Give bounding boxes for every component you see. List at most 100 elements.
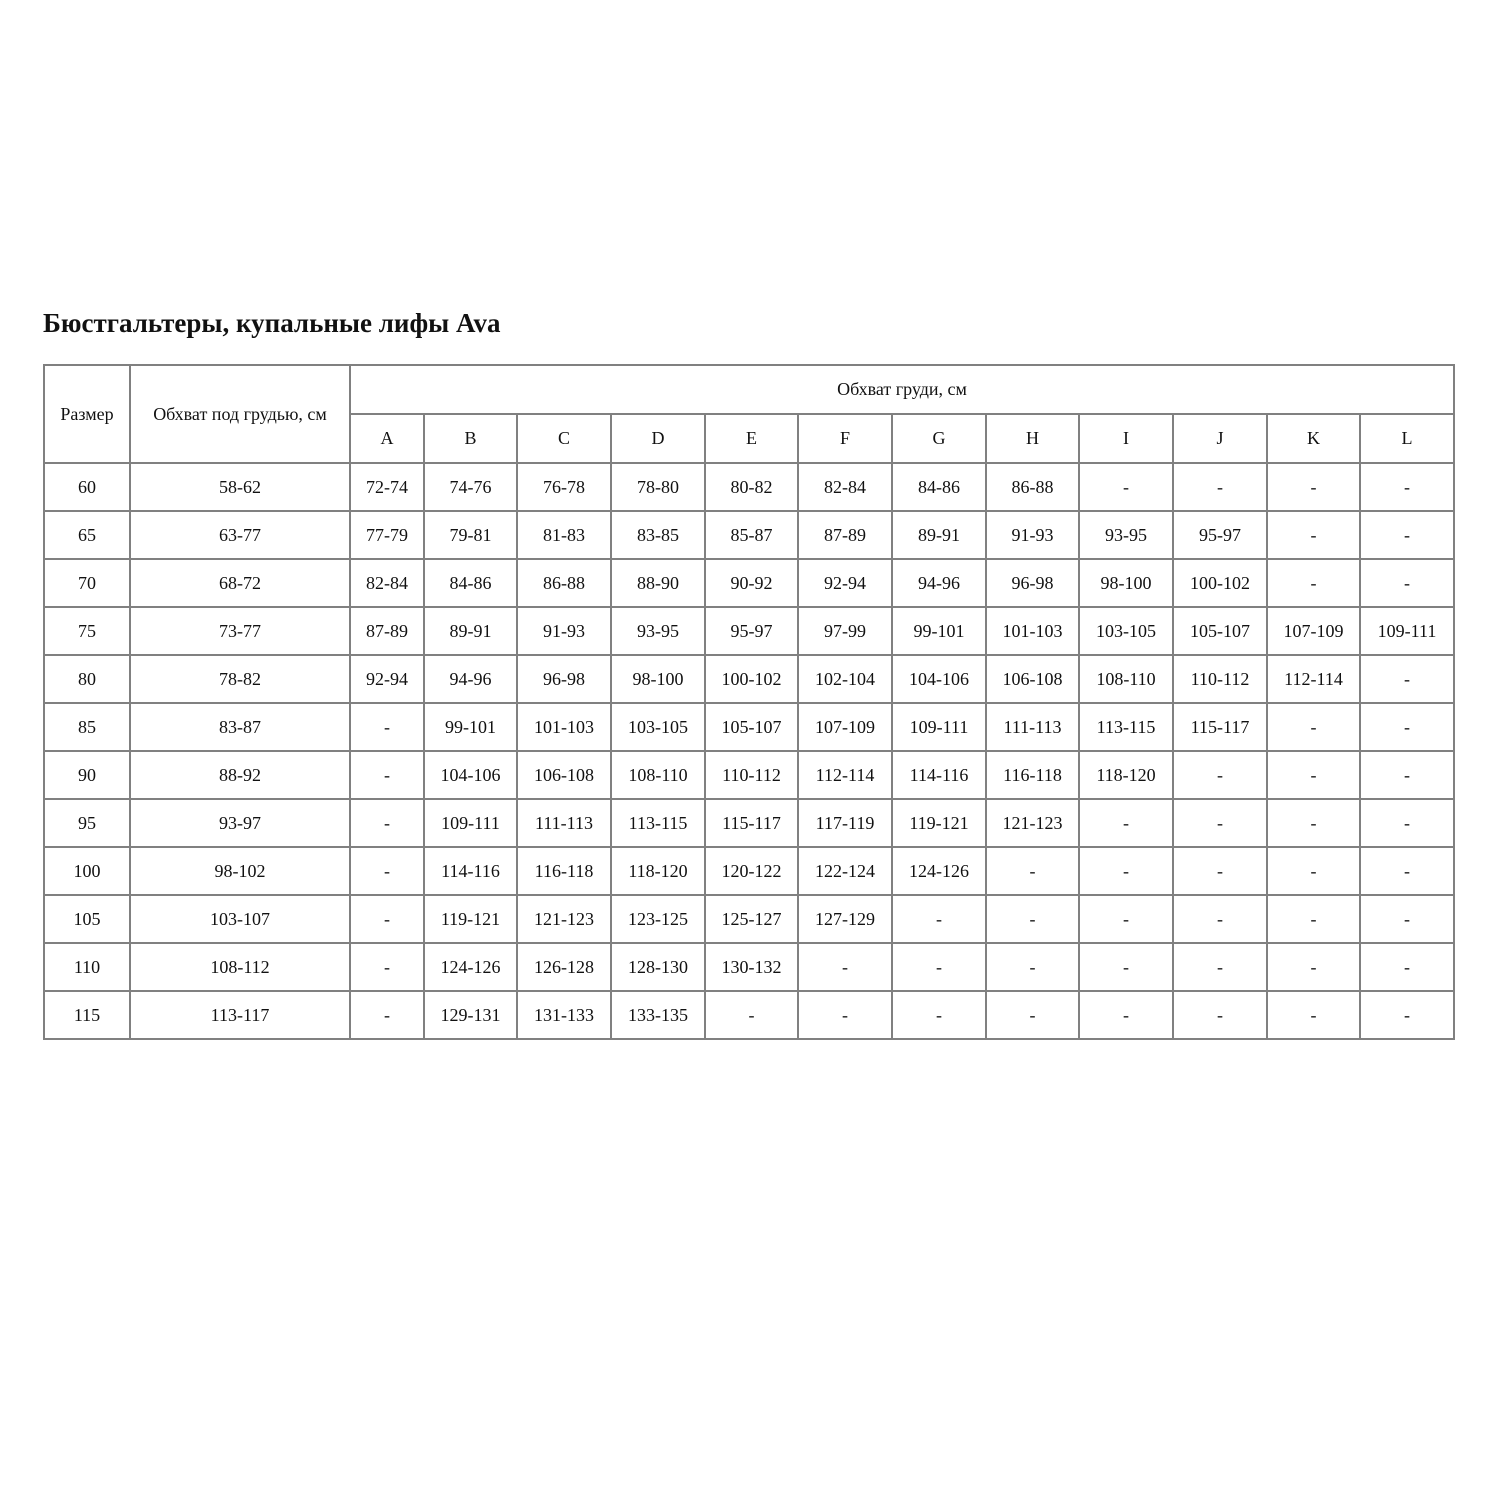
bust-cell: 108-110 bbox=[1078, 654, 1174, 704]
bust-cell: 93-95 bbox=[610, 606, 706, 656]
bust-cell: - bbox=[1266, 702, 1361, 752]
table-row: 65 63-77 77-79 79-81 81-83 83-85 85-87 87-89 89-… bbox=[43, 510, 1455, 560]
bust-cell: - bbox=[891, 894, 987, 944]
size-cell: 95 bbox=[43, 798, 131, 848]
bust-cell: 130-132 bbox=[704, 942, 799, 992]
bust-cell: - bbox=[704, 990, 799, 1040]
underbust-cell: 73-77 bbox=[129, 606, 351, 656]
size-cell: 60 bbox=[43, 462, 131, 512]
bust-cell: - bbox=[349, 894, 425, 944]
table-row: 60 58-62 72-74 74-76 76-78 78-80 80-82 82-84 84-… bbox=[43, 462, 1455, 512]
bust-cell: - bbox=[1266, 990, 1361, 1040]
bust-cell: - bbox=[1172, 462, 1268, 512]
table-row: 115 113-117-129-131 131-133 133-135- - - - - - - - bbox=[43, 990, 1455, 1040]
bust-cell: 106-108 bbox=[985, 654, 1080, 704]
bust-cell: 113-115 bbox=[610, 798, 706, 848]
bust-cell: - bbox=[1359, 846, 1455, 896]
header-cup: A bbox=[349, 413, 425, 464]
bust-cell: - bbox=[349, 846, 425, 896]
table-row: 85 83-87-99-101 101-103 103-105 105-107 107-1… bbox=[43, 702, 1455, 752]
bust-cell: - bbox=[1266, 798, 1361, 848]
bust-cell: 95-97 bbox=[704, 606, 799, 656]
size-cell: 85 bbox=[43, 702, 131, 752]
bust-cell: - bbox=[1078, 462, 1174, 512]
bust-cell: 105-107 bbox=[1172, 606, 1268, 656]
bust-cell: - bbox=[1359, 894, 1455, 944]
underbust-cell: 58-62 bbox=[129, 462, 351, 512]
header-cup: C bbox=[516, 413, 612, 464]
table-row: 105 103-107-119-121 121-123 123-125 125-127 1… bbox=[43, 894, 1455, 944]
bust-cell: - bbox=[1359, 510, 1455, 560]
bust-cell: - bbox=[1078, 990, 1174, 1040]
bust-cell: 79-81 bbox=[423, 510, 518, 560]
bust-cell: 115-117 bbox=[1172, 702, 1268, 752]
bust-cell: - bbox=[1266, 462, 1361, 512]
bust-cell: 86-88 bbox=[985, 462, 1080, 512]
bust-cell: - bbox=[1172, 798, 1268, 848]
bust-cell: 103-105 bbox=[610, 702, 706, 752]
bust-cell: 125-127 bbox=[704, 894, 799, 944]
bust-cell: 109-111 bbox=[423, 798, 518, 848]
bust-cell: 118-120 bbox=[610, 846, 706, 896]
bust-cell: - bbox=[1172, 894, 1268, 944]
bust-cell: 92-94 bbox=[349, 654, 425, 704]
underbust-cell: 83-87 bbox=[129, 702, 351, 752]
bust-cell: 114-116 bbox=[423, 846, 518, 896]
bust-cell: 85-87 bbox=[704, 510, 799, 560]
bust-cell: 106-108 bbox=[516, 750, 612, 800]
bust-cell: 82-84 bbox=[349, 558, 425, 608]
bust-cell: 80-82 bbox=[704, 462, 799, 512]
bust-cell: 124-126 bbox=[423, 942, 518, 992]
bust-cell: 123-125 bbox=[610, 894, 706, 944]
bust-cell: 115-117 bbox=[704, 798, 799, 848]
bust-cell: 131-133 bbox=[516, 990, 612, 1040]
bust-cell: - bbox=[349, 798, 425, 848]
bust-cell: 133-135 bbox=[610, 990, 706, 1040]
bust-cell: 91-93 bbox=[985, 510, 1080, 560]
bust-cell: - bbox=[1359, 702, 1455, 752]
bust-cell: - bbox=[1078, 846, 1174, 896]
bust-cell: - bbox=[349, 750, 425, 800]
table-row: 70 68-72 82-84 84-86 86-88 88-90 90-92 92-94 94-… bbox=[43, 558, 1455, 608]
bust-cell: - bbox=[985, 990, 1080, 1040]
bust-cell: 105-107 bbox=[704, 702, 799, 752]
header-cup: K bbox=[1266, 413, 1361, 464]
bust-cell: - bbox=[1172, 846, 1268, 896]
table-row: 80 78-82 92-94 94-96 96-98 98-100 100-102 102-1… bbox=[43, 654, 1455, 704]
bust-cell: 114-116 bbox=[891, 750, 987, 800]
bust-cell: - bbox=[1359, 654, 1455, 704]
bust-cell: 76-78 bbox=[516, 462, 612, 512]
bust-cell: - bbox=[797, 990, 893, 1040]
header-size: Размер bbox=[43, 364, 131, 464]
bust-cell: - bbox=[1172, 750, 1268, 800]
bust-cell: - bbox=[1078, 798, 1174, 848]
bust-cell: 84-86 bbox=[423, 558, 518, 608]
table-row: 100 98-102-114-116 116-118 118-120 120-122 12… bbox=[43, 846, 1455, 896]
bust-cell: 112-114 bbox=[797, 750, 893, 800]
size-cell: 80 bbox=[43, 654, 131, 704]
bust-cell: - bbox=[891, 990, 987, 1040]
bust-cell: - bbox=[891, 942, 987, 992]
bust-cell: 117-119 bbox=[797, 798, 893, 848]
bust-cell: 94-96 bbox=[423, 654, 518, 704]
bust-cell: 120-122 bbox=[704, 846, 799, 896]
size-cell: 110 bbox=[43, 942, 131, 992]
bust-cell: - bbox=[1359, 750, 1455, 800]
bust-cell: - bbox=[349, 942, 425, 992]
bust-cell: 128-130 bbox=[610, 942, 706, 992]
bust-cell: 91-93 bbox=[516, 606, 612, 656]
bust-cell: 86-88 bbox=[516, 558, 612, 608]
bust-cell: 111-113 bbox=[985, 702, 1080, 752]
bust-cell: - bbox=[1266, 942, 1361, 992]
header-row: Размер Обхват под грудью, см Обхват груд… bbox=[43, 364, 1455, 464]
bust-cell: 101-103 bbox=[516, 702, 612, 752]
bust-cell: - bbox=[1078, 894, 1174, 944]
underbust-cell: 88-92 bbox=[129, 750, 351, 800]
bust-cell: 126-128 bbox=[516, 942, 612, 992]
size-cell: 75 bbox=[43, 606, 131, 656]
bust-cell: 90-92 bbox=[704, 558, 799, 608]
bust-cell: - bbox=[985, 942, 1080, 992]
bust-cell: 100-102 bbox=[1172, 558, 1268, 608]
bust-cell: 124-126 bbox=[891, 846, 987, 896]
bust-cell: 98-100 bbox=[1078, 558, 1174, 608]
